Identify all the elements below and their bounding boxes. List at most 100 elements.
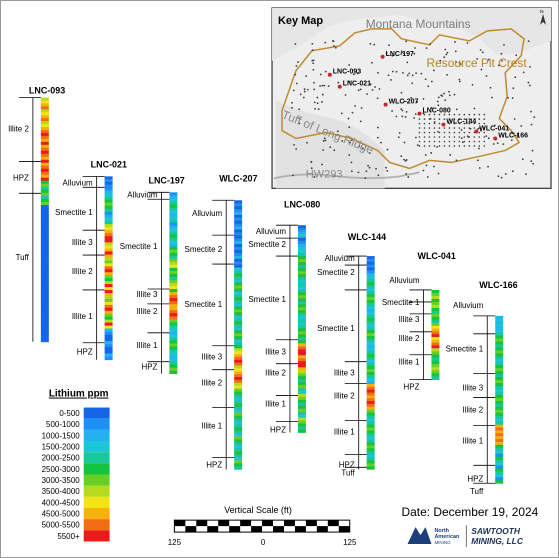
assay-interval [366, 460, 375, 464]
assay-interval [40, 147, 49, 152]
assay-interval [431, 301, 440, 306]
drillhole-dot [468, 113, 471, 116]
assay-interval [297, 423, 306, 427]
drillhole-dot [527, 81, 530, 84]
drillhole-dot [405, 159, 408, 161]
assay-interval [431, 376, 440, 381]
assay-interval [104, 344, 113, 348]
drillhole-dot [458, 113, 461, 116]
drillhole-dot [317, 108, 320, 111]
drillhole-dot [458, 127, 461, 129]
assay-interval [366, 392, 375, 396]
drillhole-dot [455, 108, 458, 111]
drillhole-dot [437, 104, 440, 107]
assay-interval [495, 415, 504, 420]
drillhole-dot [507, 96, 509, 99]
drillhole-dot [428, 127, 431, 129]
drillhole-dot [515, 54, 518, 57]
assay-interval [297, 411, 306, 416]
drillhole-dot [367, 164, 369, 167]
unit-label: Illite 1 [462, 436, 483, 445]
assay-interval [234, 306, 243, 310]
assay-interval [366, 445, 375, 449]
unit-label: Alluvium [192, 209, 222, 218]
assay-interval [104, 341, 113, 345]
assay-interval [40, 205, 49, 209]
drillhole-dot [438, 140, 441, 143]
drillhole-dot [298, 108, 301, 111]
assay-interval [104, 290, 113, 294]
drillhole-dot [403, 100, 406, 103]
drillhole-dot [369, 83, 372, 85]
assay-interval [234, 315, 243, 319]
assay-interval [104, 334, 113, 339]
assay-interval [297, 225, 306, 229]
assay-interval [104, 325, 113, 329]
assay-interval [104, 266, 113, 270]
assay-interval [297, 310, 306, 314]
assay-interval [104, 196, 113, 200]
assay-interval [40, 138, 49, 143]
assay-interval [366, 378, 375, 382]
unit-label: Smectite 2 [317, 268, 355, 277]
assay-interval [495, 324, 504, 328]
assay-interval [40, 213, 49, 218]
assay-interval [495, 397, 504, 402]
assay-interval [40, 219, 49, 224]
assay-interval [234, 466, 243, 470]
assay-interval [366, 454, 375, 458]
assay-interval [40, 186, 49, 191]
assay-interval [366, 415, 375, 419]
drillhole-dot [487, 58, 490, 61]
assay-interval [40, 192, 49, 197]
drillhole-dot [433, 136, 436, 138]
drillhole-dot [344, 94, 347, 96]
assay-interval [234, 430, 243, 434]
drillhole-dot [348, 126, 351, 129]
assay-interval [431, 354, 440, 359]
assay-interval [234, 365, 243, 369]
assay-interval [169, 204, 178, 208]
label-resource-pit-crest: Resource Pit Crest [426, 56, 527, 70]
scale-check [305, 520, 317, 527]
assay-interval [40, 118, 49, 122]
assay-interval [297, 228, 306, 232]
drillhole-dot [351, 111, 354, 114]
assay-interval [366, 421, 375, 425]
drillhole-dots [291, 40, 536, 180]
assay-interval [169, 355, 178, 359]
assay-interval [297, 420, 306, 424]
assay-interval [40, 208, 49, 212]
drillhole-dot [436, 145, 439, 148]
drillhole-dot [510, 131, 513, 134]
drillhole-dot [361, 147, 364, 150]
drillhole-dot [530, 160, 533, 163]
drillhole-dot [491, 96, 493, 99]
unit-label: Alluvium [256, 227, 286, 236]
drillhole-wlc-144: WLC-144 Alluvium Smectite 2 Smectite 1 Illit… [317, 232, 386, 477]
assay-interval [366, 285, 375, 289]
assay-interval [495, 421, 504, 426]
drillhole-dot [428, 131, 431, 134]
drillhole-dot [453, 140, 456, 143]
assay-interval [495, 329, 504, 334]
assay-interval [104, 199, 113, 204]
assay-interval [234, 330, 243, 334]
assay-interval [234, 359, 243, 364]
drillhole-dot [444, 99, 447, 102]
assay-interval [104, 272, 113, 276]
drillhole-dot [443, 113, 446, 116]
unit-label: Illite 3 [72, 238, 93, 247]
drillhole-dot [333, 45, 335, 47]
assay-interval [234, 297, 243, 301]
assay-interval [431, 342, 440, 346]
assay-interval [495, 362, 504, 366]
assay-interval [169, 316, 178, 320]
assay-interval [366, 342, 375, 346]
assay-interval [169, 370, 178, 375]
drillhole-dot [405, 111, 408, 113]
assay-interval [495, 403, 504, 408]
hole-name: WLC-041 [418, 251, 456, 261]
assay-interval [431, 331, 440, 335]
assay-interval [104, 248, 113, 252]
